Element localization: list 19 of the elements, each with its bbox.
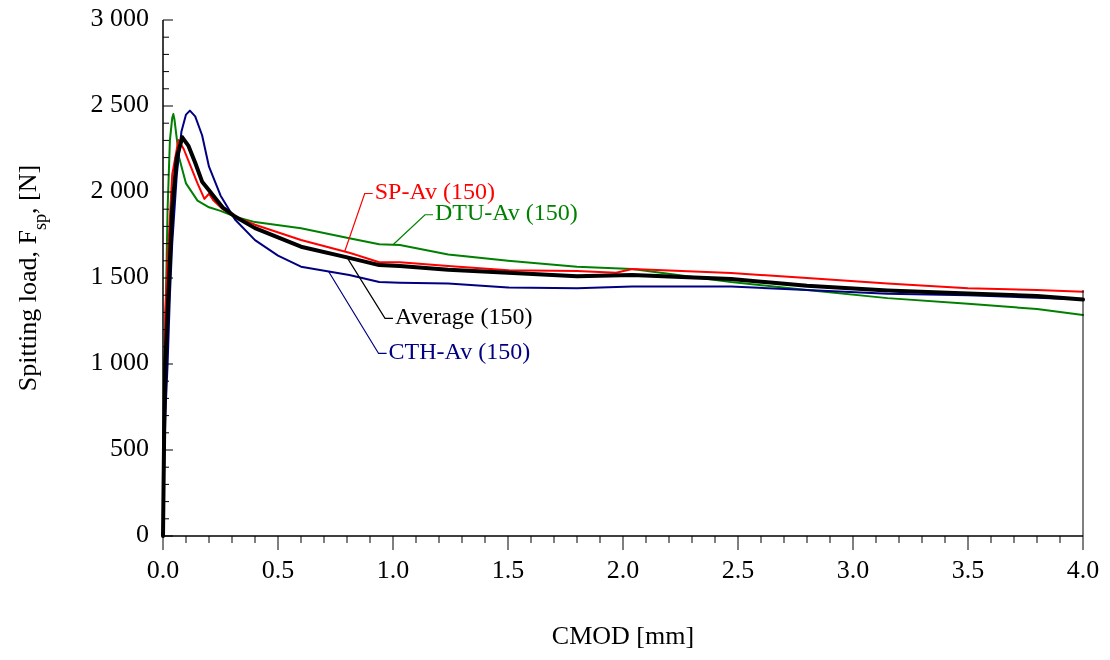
text: CTH-Av (150) <box>388 337 531 364</box>
y-tick-label: 2 000 <box>90 174 149 204</box>
y-tick-label: 1 000 <box>90 346 149 376</box>
x-tick-label: 0.0 <box>146 555 180 584</box>
x-tick-label: 1.5 <box>491 555 525 584</box>
y-tick-label: 3 000 <box>90 2 149 32</box>
y-tick-label: 2 500 <box>90 88 149 118</box>
x-tick-label: 2.5 <box>721 555 755 584</box>
x-tick-label: 3.5 <box>951 555 985 584</box>
x-tick-label: 0.5 <box>261 555 295 584</box>
series-label: Average (150) <box>395 302 533 329</box>
x-tick-label: 1.0 <box>376 555 410 584</box>
y-tick-label: 500 <box>110 432 149 462</box>
y-tick-label: 0 <box>136 518 149 548</box>
x-tick-label: 2.0 <box>606 555 640 584</box>
x-tick-label: 3.0 <box>836 555 870 584</box>
y-tick-label: 1 500 <box>90 260 149 290</box>
x-axis-title: CMOD [mm] <box>551 621 695 650</box>
x-tick-label: 4.0 <box>1066 555 1100 584</box>
